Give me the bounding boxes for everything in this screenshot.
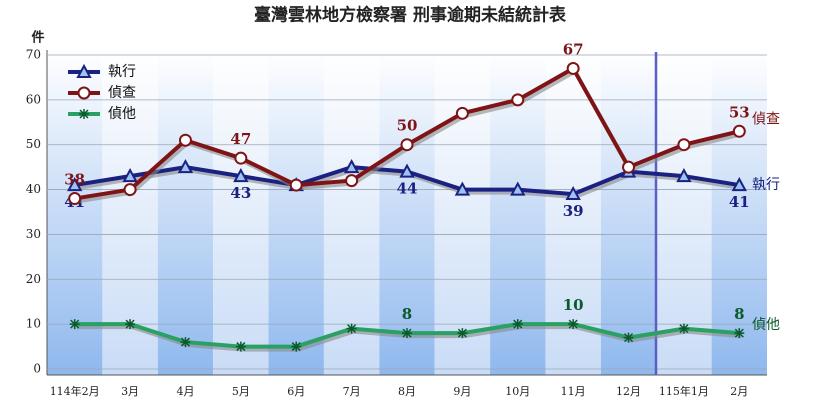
column-band <box>213 50 269 375</box>
marker <box>122 168 138 183</box>
data-label: 44 <box>397 180 418 198</box>
data-label: 38 <box>64 171 85 189</box>
legend-label: 執行 <box>108 64 136 80</box>
x-tick-label: 115年1月 <box>659 384 709 398</box>
marker <box>178 133 192 147</box>
y-tick-label: 30 <box>26 227 41 241</box>
data-label: 41 <box>729 193 750 211</box>
x-tick-label: 9月 <box>453 385 471 398</box>
y-tick-label: 10 <box>26 317 41 331</box>
column-band <box>323 50 380 375</box>
marker <box>511 93 525 107</box>
marker <box>734 328 745 339</box>
x-tick-label: 12月 <box>616 385 641 398</box>
marker <box>457 328 468 339</box>
y-tick-label: 50 <box>26 137 41 151</box>
data-label: 39 <box>563 202 584 220</box>
legend-label: 偵他 <box>108 106 136 122</box>
marker <box>180 337 191 348</box>
x-tick-label: 5月 <box>232 385 250 398</box>
x-tick-label: 3月 <box>121 385 139 398</box>
y-axis-label: 件 <box>31 30 44 46</box>
marker <box>622 160 636 174</box>
marker <box>233 168 249 183</box>
marker <box>454 181 471 196</box>
x-tick-label: 114年2月 <box>50 384 100 398</box>
marker <box>67 176 83 192</box>
marker <box>566 61 580 75</box>
y-tick-label: 0 <box>33 362 41 376</box>
column-band <box>157 50 214 375</box>
data-label: 43 <box>230 184 251 202</box>
column-band <box>379 50 435 375</box>
legend-marker <box>77 86 91 100</box>
marker <box>345 174 359 188</box>
x-tick-label: 8月 <box>398 385 416 398</box>
marker <box>732 124 746 138</box>
data-label: 8 <box>402 305 412 323</box>
marker <box>678 323 689 334</box>
data-label: 67 <box>563 40 584 58</box>
series-end-label: 執行 <box>752 177 780 193</box>
marker <box>123 183 137 197</box>
marker <box>402 328 412 339</box>
marker <box>235 341 246 352</box>
marker <box>289 178 303 192</box>
marker <box>346 323 357 334</box>
marker <box>676 168 692 183</box>
data-label: 53 <box>729 103 750 121</box>
legend-label: 偵查 <box>108 85 136 101</box>
data-label: 50 <box>397 117 418 135</box>
x-tick-label: 2月 <box>730 385 748 398</box>
y-tick-label: 70 <box>26 48 41 62</box>
chart-title: 臺灣雲林地方檢察署 刑事逾期未結統計表 <box>254 5 567 26</box>
marker <box>343 159 360 174</box>
marker <box>565 185 581 201</box>
data-label: 8 <box>734 305 744 323</box>
data-label: 10 <box>563 296 584 314</box>
y-tick-label: 60 <box>26 92 41 106</box>
marker <box>400 138 414 152</box>
x-tick-label: 4月 <box>176 385 194 398</box>
legend-marker <box>79 109 89 119</box>
marker <box>234 151 248 165</box>
data-label: 47 <box>230 130 251 148</box>
column-band <box>434 50 491 375</box>
series-end-label: 偵查 <box>752 111 780 127</box>
column-band <box>656 50 712 375</box>
column-band <box>268 50 324 375</box>
marker <box>677 138 691 152</box>
marker <box>69 319 80 330</box>
marker <box>623 332 634 343</box>
marker <box>399 163 415 178</box>
marker <box>291 341 302 352</box>
y-tick-label: 20 <box>26 272 41 286</box>
series-end-label: 偵他 <box>752 317 780 333</box>
x-tick-label: 10月 <box>505 385 530 398</box>
marker <box>731 176 747 192</box>
y-tick-label: 40 <box>26 182 41 196</box>
x-tick-label: 7月 <box>343 385 361 398</box>
column-band <box>711 50 767 375</box>
marker <box>177 159 194 174</box>
marker <box>568 319 579 330</box>
x-tick-label: 11月 <box>561 385 586 398</box>
legend-marker <box>76 63 92 78</box>
x-tick-label: 6月 <box>287 385 305 398</box>
marker <box>68 192 82 206</box>
marker <box>125 319 136 330</box>
marker <box>455 106 469 120</box>
marker <box>510 181 526 196</box>
marker <box>512 319 523 330</box>
column-band <box>600 50 657 375</box>
